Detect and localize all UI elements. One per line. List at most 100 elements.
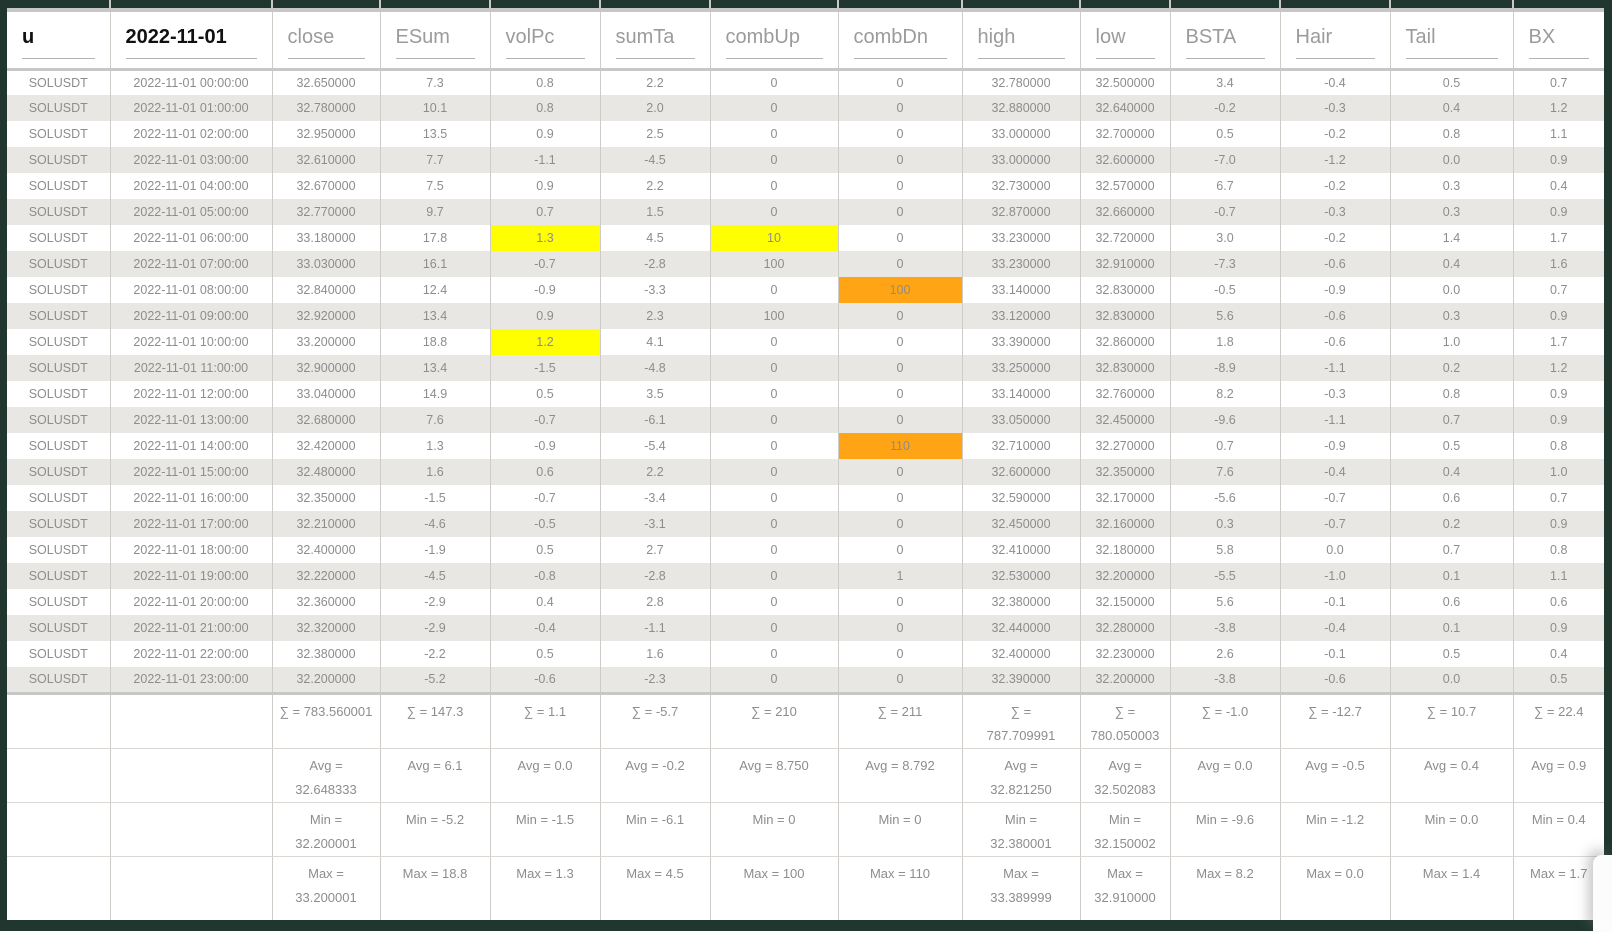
cell: 32.900000	[272, 355, 381, 381]
table-row: SOLUSDT 2022-11-01 01:00:00 32.780000 10.1 0…	[7, 95, 1604, 121]
column-header-label: BX	[1528, 26, 1556, 49]
cell: 5.6	[1170, 303, 1281, 329]
summary-cell-avg: Avg = 32.821250	[962, 748, 1081, 803]
column-header-u[interactable]: u	[7, 12, 111, 71]
top-border-band-segment	[710, 0, 839, 8]
cell: 0.9	[1513, 199, 1604, 225]
top-border-band-segment	[1390, 0, 1514, 8]
cell: 0.6	[490, 459, 601, 485]
summary-cell-min: Min = -5.2	[380, 802, 491, 857]
cell: -3.8	[1170, 615, 1281, 641]
summary-cell-min: Min = -1.2	[1280, 802, 1391, 857]
summary-row-max: Max = 33.200001 Max = 18.8 Max = 1.3 Max = …	[7, 856, 1604, 920]
cell: SOLUSDT	[7, 641, 111, 667]
table-row: SOLUSDT 2022-11-01 08:00:00 32.840000 12.4-…	[7, 277, 1604, 303]
summary-cell-sum: ∑ = -5.7	[600, 691, 711, 749]
column-header-volpc[interactable]: volPc	[490, 12, 601, 71]
summary-cell-min: Min = -6.1	[600, 802, 711, 857]
cell: 32.830000	[1080, 355, 1171, 381]
top-border-band-segment	[962, 0, 1081, 8]
scroll-corner-overlay[interactable]	[1593, 855, 1612, 932]
cell: 0.9	[490, 173, 601, 199]
table-row: SOLUSDT 2022-11-01 06:00:00 33.180000 17.8 1…	[7, 225, 1604, 251]
column-header-label: combUp	[725, 26, 800, 49]
summary-cell-sum: ∑ = 1.1	[490, 691, 601, 749]
cell: 1.4	[1390, 225, 1514, 251]
cell: -0.4	[1280, 459, 1391, 485]
cell: 32.710000	[962, 433, 1081, 459]
cell: 33.140000	[962, 381, 1081, 407]
cell: 0	[838, 641, 963, 667]
cell: SOLUSDT	[7, 303, 111, 329]
summary-cell-max: Max = 8.2	[1170, 856, 1281, 920]
column-header-close[interactable]: close	[272, 12, 381, 71]
cell: -0.7	[490, 485, 601, 511]
column-header-bsta[interactable]: BSTA	[1170, 12, 1281, 71]
summary-cell-min: Min = 0	[838, 802, 963, 857]
cell: 2022-11-01 13:00:00	[110, 407, 273, 433]
cell: -2.9	[380, 589, 491, 615]
cell: 33.180000	[272, 225, 381, 251]
header-underline	[1185, 58, 1265, 60]
cell: 12.4	[380, 277, 491, 303]
cell: 32.230000	[1080, 641, 1171, 667]
column-header-tail[interactable]: Tail	[1390, 12, 1514, 71]
summary-empty-cell	[7, 748, 111, 803]
cell: 32.730000	[962, 173, 1081, 199]
cell: 2022-11-01 14:00:00	[110, 433, 273, 459]
summary-cell-avg: Avg = -0.5	[1280, 748, 1391, 803]
cell: 0	[710, 615, 839, 641]
summary-cell-avg: Avg = 6.1	[380, 748, 491, 803]
cell: 32.210000	[272, 511, 381, 537]
cell: 0	[838, 225, 963, 251]
cell: 32.380000	[962, 589, 1081, 615]
cell: 0.1	[1390, 615, 1514, 641]
cell: 33.140000	[962, 277, 1081, 303]
column-header-low[interactable]: low	[1080, 12, 1171, 71]
cell: 2.2	[600, 69, 711, 95]
cell: 32.760000	[1080, 381, 1171, 407]
top-border-band-segment	[490, 0, 601, 8]
cell: -3.4	[600, 485, 711, 511]
column-header-combup[interactable]: combUp	[710, 12, 839, 71]
cell: 0	[710, 381, 839, 407]
summary-cell-sum: ∑ = 210	[710, 691, 839, 749]
cell: 33.230000	[962, 225, 1081, 251]
cell: 0.5	[1390, 641, 1514, 667]
summary-cell-max: Max = 1.3	[490, 856, 601, 920]
column-header-2022-11-01[interactable]: 2022-11-01	[110, 12, 273, 71]
cell: 0	[710, 459, 839, 485]
cell: 2022-11-01 20:00:00	[110, 589, 273, 615]
cell: -4.6	[380, 511, 491, 537]
cell: 2022-11-01 19:00:00	[110, 563, 273, 589]
cell: 0.2	[1390, 355, 1514, 381]
cell: SOLUSDT	[7, 433, 111, 459]
column-header-label: close	[287, 26, 335, 49]
column-header-bx[interactable]: BX	[1513, 12, 1604, 71]
column-header-combdn[interactable]: combDn	[838, 12, 963, 71]
header-underline	[287, 58, 365, 60]
summary-empty-cell	[7, 691, 111, 749]
column-header-esum[interactable]: ESum	[380, 12, 491, 71]
cell: 1.8	[1170, 329, 1281, 355]
column-header-sumta[interactable]: sumTa	[600, 12, 711, 71]
cell: -0.2	[1170, 95, 1281, 121]
header-underline	[853, 58, 947, 60]
column-header-high[interactable]: high	[962, 12, 1081, 71]
cell: 0	[838, 615, 963, 641]
summary-cell-max: Max = 33.200001	[272, 856, 381, 920]
cell: 17.8	[380, 225, 491, 251]
cell: 32.200000	[1080, 563, 1171, 589]
top-separator-line	[7, 8, 1604, 12]
cell: 32.480000	[272, 459, 381, 485]
cell: 0	[838, 381, 963, 407]
cell: 0.3	[1390, 199, 1514, 225]
top-border-band-segment	[110, 0, 273, 8]
cell: 2022-11-01 21:00:00	[110, 615, 273, 641]
cell: 13.4	[380, 355, 491, 381]
cell: 32.830000	[1080, 277, 1171, 303]
summary-cell-min: Min = 0.4	[1513, 802, 1604, 857]
column-header-hair[interactable]: Hair	[1280, 12, 1391, 71]
cell: 7.6	[1170, 459, 1281, 485]
cell: 0.7	[1390, 537, 1514, 563]
